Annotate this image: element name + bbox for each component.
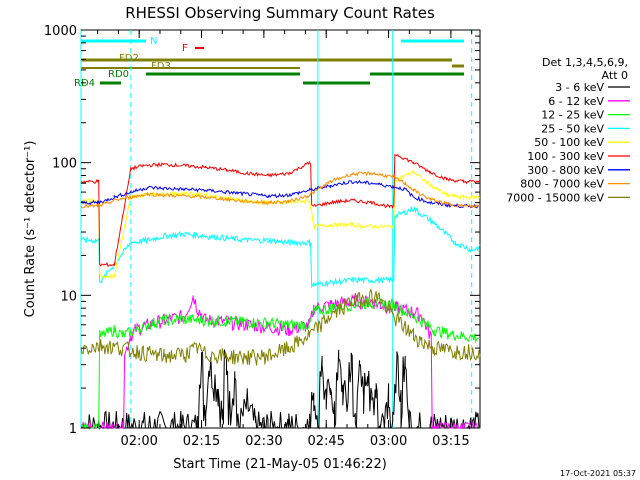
legend-title: Att 0 xyxy=(602,69,628,82)
timestamp: 17-Oct-2021 05:37 xyxy=(560,469,636,478)
plot-frame xyxy=(80,29,481,429)
flag-label: N xyxy=(150,36,157,47)
y-tick-label: 10 xyxy=(60,289,77,304)
x-tick-label: 03:00 xyxy=(370,434,407,449)
series-line xyxy=(80,288,481,366)
y-tick-label: 100 xyxy=(52,157,77,172)
x-tick-label: 02:00 xyxy=(120,434,157,449)
instrument-flags: N F FD2 FD3 RD0 RD4 xyxy=(74,30,473,428)
legend-title: Det 1,3,4,5,6,9, xyxy=(542,56,628,69)
x-tick-label: 03:15 xyxy=(432,434,469,449)
series-line xyxy=(80,206,481,289)
x-tick-label: 02:30 xyxy=(245,434,282,449)
series-line xyxy=(80,154,481,268)
series-lines xyxy=(80,154,481,430)
flag-label: FD3 xyxy=(151,61,171,72)
series-line xyxy=(81,349,480,430)
legend-label: 6 - 12 keV xyxy=(548,95,604,108)
x-tick-label: 02:15 xyxy=(183,434,220,449)
legend-label: 12 - 25 keV xyxy=(541,109,604,122)
series-line xyxy=(80,171,481,209)
axes: 02:00 02:15 02:30 02:45 03:00 03:15 1 10 100 1000 xyxy=(44,24,480,449)
x-axis-label: Start Time (21-May-05 01:46:22) xyxy=(173,457,387,472)
series-line xyxy=(80,296,481,430)
legend-label: 300 - 800 keV xyxy=(527,164,604,177)
chart-title: RHESSI Observing Summary Count Rates xyxy=(125,4,435,22)
legend-label: 25 - 50 keV xyxy=(541,122,604,135)
flag-label: FD2 xyxy=(119,53,139,64)
flag-label: F xyxy=(182,43,188,54)
legend-label: 50 - 100 keV xyxy=(534,136,604,149)
legend-label: 800 - 7000 keV xyxy=(520,178,604,191)
y-tick-label: 1000 xyxy=(44,24,77,39)
flag-label: RD0 xyxy=(108,69,129,80)
legend-label: 100 - 300 keV xyxy=(527,150,604,163)
x-tick-label: 02:45 xyxy=(307,434,344,449)
y-axis-label: Count Rate (s⁻¹ detector⁻¹) xyxy=(23,141,38,318)
flag-label: RD4 xyxy=(74,78,95,89)
series-line xyxy=(80,169,481,280)
series-line xyxy=(80,179,481,209)
legend-label: 3 - 6 keV xyxy=(555,81,604,94)
legend-label: 7000 - 15000 keV xyxy=(506,191,604,204)
series-line xyxy=(81,293,481,430)
y-tick-label: 1 xyxy=(69,422,77,437)
